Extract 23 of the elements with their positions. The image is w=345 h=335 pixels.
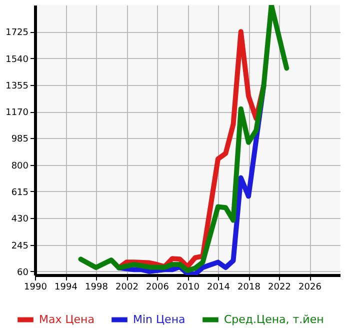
y-tick-label: 430 [11,214,29,225]
y-tick-label: 60 [17,268,29,278]
y-tick-label: 1540 [6,54,29,65]
x-tick-label: 1998 [85,282,108,292]
y-tick-label: 800 [11,161,29,172]
x-tick-label: 2002 [116,282,138,292]
x-tick-label: 2018 [238,282,261,292]
y-tick-label: 245 [11,241,28,252]
y-tick-label: 1170 [6,108,29,118]
x-tick-label: 2014 [207,282,230,292]
x-tick-label: 1994 [54,282,78,292]
y-tick-label: 1355 [6,81,28,92]
legend-label: Сред.Цена, т.йен [224,312,324,326]
y-tick-label: 985 [11,134,28,145]
x-tick-label: 2010 [176,282,200,292]
x-tick-label: 2006 [146,282,170,292]
legend-label: Min Цена [133,312,186,326]
x-tick-label: 1990 [24,282,48,292]
y-tick-label: 1725 [6,28,28,38]
x-tick-label: 2026 [298,282,322,292]
y-tick-label: 615 [11,188,28,198]
x-tick-label: 2022 [268,282,291,292]
legend-label: Max Цена [39,312,94,326]
